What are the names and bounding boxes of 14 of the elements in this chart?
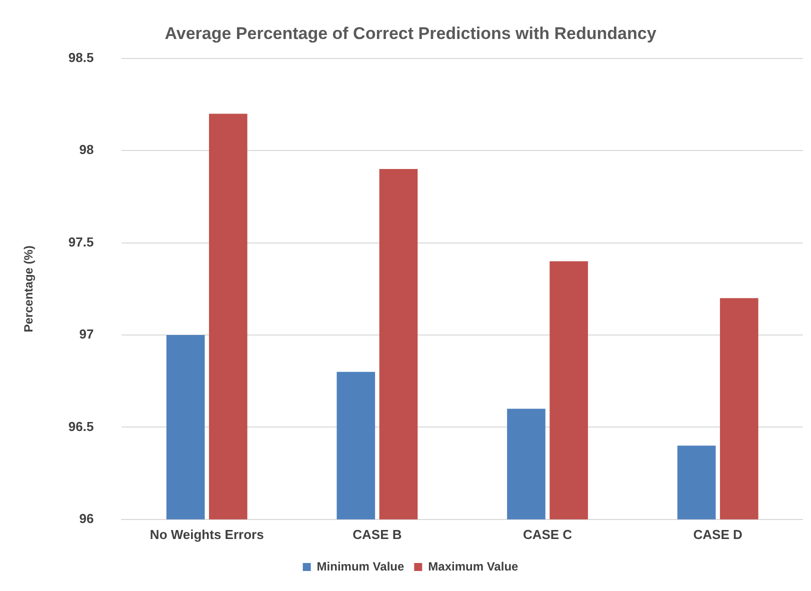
y-tick-label: 96 bbox=[79, 510, 94, 526]
x-tick-label: CASE C bbox=[522, 526, 573, 542]
y-axis-title: Percentage (%) bbox=[22, 246, 36, 332]
x-tick-label: No Weights Errors bbox=[150, 526, 264, 542]
y-tick-label: 98 bbox=[79, 142, 94, 158]
chart-title: Average Percentage of Correct Predictions with Redundancy bbox=[164, 24, 657, 43]
y-tick-label: 96.5 bbox=[68, 418, 94, 434]
x-tick-label: CASE D bbox=[693, 526, 742, 542]
y-tick-label: 98.5 bbox=[68, 50, 94, 65]
y-tick-label: 97 bbox=[79, 326, 94, 342]
y-tick-label: 97.5 bbox=[68, 234, 94, 250]
x-tick-label: CASE B bbox=[352, 526, 402, 542]
legend-label: Minimum Value bbox=[316, 559, 404, 574]
legend-label: Maximum Value bbox=[428, 559, 519, 574]
